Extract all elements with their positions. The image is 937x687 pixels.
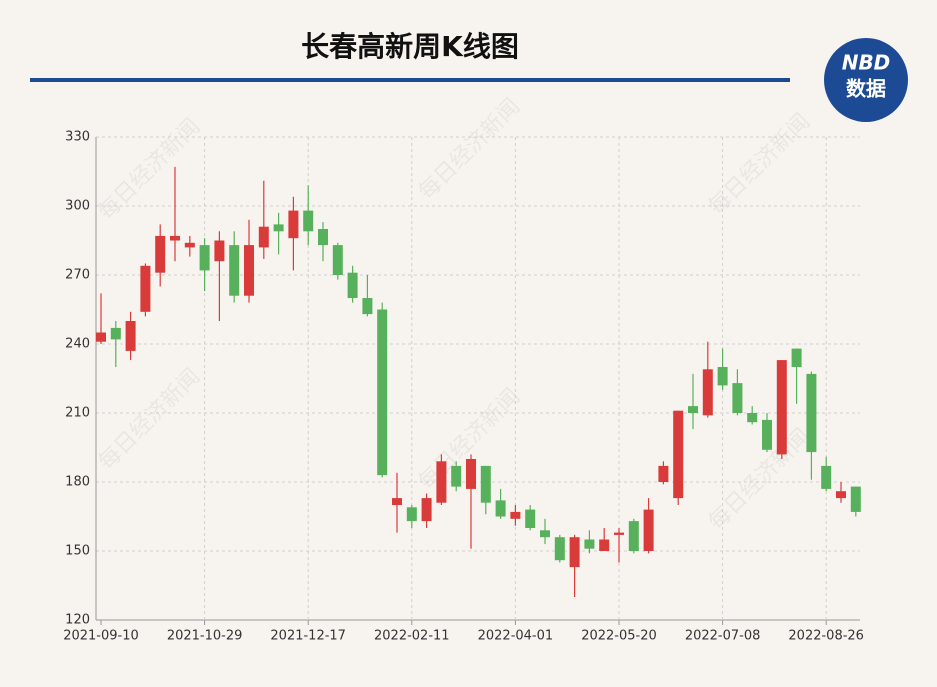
candle-body xyxy=(244,245,254,296)
candle-body xyxy=(762,419,772,450)
candle-body xyxy=(362,298,373,315)
candle-body xyxy=(525,509,536,528)
candle-body xyxy=(569,537,580,568)
candle-body xyxy=(406,507,417,522)
y-tick-label: 240 xyxy=(65,337,90,352)
candle-body xyxy=(421,498,432,522)
x-tick-label: 2021-10-29 xyxy=(167,629,243,644)
candle-body xyxy=(791,348,802,367)
candle-body xyxy=(258,226,269,248)
candle-body xyxy=(96,332,106,342)
x-tick-label: 2022-05-20 xyxy=(581,629,657,644)
candle-body xyxy=(480,465,491,503)
candle-body xyxy=(170,235,180,241)
candle-body xyxy=(584,539,595,549)
candle-body xyxy=(214,240,225,262)
y-tick-label: 270 xyxy=(65,268,90,283)
candle-body xyxy=(392,498,402,505)
candle-body xyxy=(377,309,388,476)
candle-body xyxy=(125,321,136,351)
candle-body xyxy=(821,465,832,489)
candle-body xyxy=(554,537,565,561)
candle-body xyxy=(184,242,195,248)
candle-body xyxy=(436,461,447,503)
candle-body xyxy=(776,360,787,455)
candle-body xyxy=(466,459,476,489)
candle-body xyxy=(540,530,550,538)
candle-body xyxy=(155,235,166,273)
candle-body xyxy=(836,491,846,499)
candle-body xyxy=(288,210,299,239)
candle-body xyxy=(658,465,669,482)
y-tick-label: 120 xyxy=(65,613,90,628)
candle-body xyxy=(673,410,684,499)
candle-body xyxy=(229,245,240,296)
candle-body xyxy=(688,406,698,413)
x-tick-label: 2022-07-08 xyxy=(685,629,761,644)
candle-body xyxy=(273,224,284,232)
candle-body xyxy=(332,245,343,275)
candle-body xyxy=(643,509,654,551)
y-tick-label: 210 xyxy=(65,406,90,421)
candle-body xyxy=(747,413,758,423)
x-tick-label: 2022-08-26 xyxy=(788,629,864,644)
candle-body xyxy=(347,272,358,298)
y-tick-label: 180 xyxy=(65,475,90,490)
x-tick-label: 2022-02-11 xyxy=(374,629,450,644)
candle-body xyxy=(628,521,639,551)
x-tick-label: 2022-04-01 xyxy=(478,629,554,644)
candle-body xyxy=(495,500,506,517)
y-tick-label: 150 xyxy=(65,544,90,559)
candle-body xyxy=(614,532,624,535)
candle-body xyxy=(510,511,521,519)
y-tick-label: 330 xyxy=(65,130,90,145)
candle-body xyxy=(303,210,314,232)
logo xyxy=(824,38,908,122)
candle-body xyxy=(599,539,610,551)
candle-body xyxy=(318,229,328,246)
candle-body xyxy=(702,369,713,416)
candle-body xyxy=(140,265,151,312)
candle-body xyxy=(732,383,743,413)
logo-label: 数据 xyxy=(846,77,886,101)
candle-body xyxy=(717,367,728,386)
candle-body xyxy=(451,465,462,487)
candle-body xyxy=(199,245,210,271)
chart-title: 长春高新周K线图 xyxy=(301,30,519,63)
x-tick-label: 2021-09-10 xyxy=(63,629,139,644)
candle-body xyxy=(110,327,121,340)
candle-body xyxy=(806,373,817,453)
y-tick-label: 300 xyxy=(65,199,90,214)
x-tick-label: 2021-12-17 xyxy=(270,629,346,644)
candle-body xyxy=(850,486,861,512)
title-rule xyxy=(30,78,790,82)
logo-brand: NBD xyxy=(842,51,891,75)
